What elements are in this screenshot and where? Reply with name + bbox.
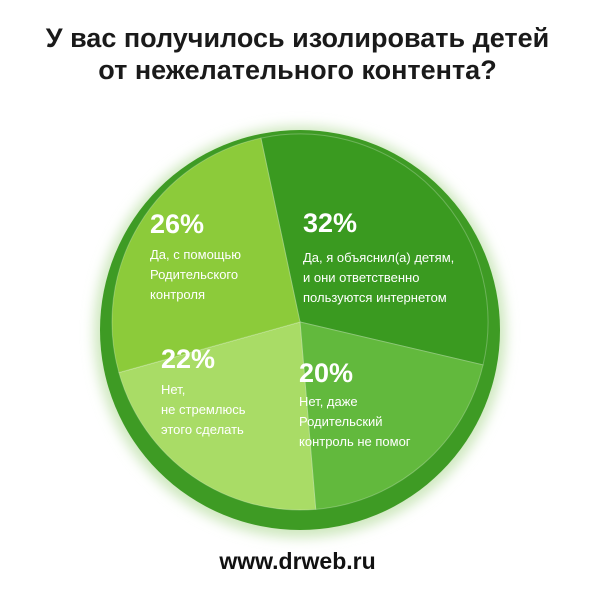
slice-percent-label: 22% (161, 344, 215, 374)
slice-description-line: Да, я объяснил(а) детям, (303, 250, 454, 265)
title-line-1: У вас получилось изолировать детей (45, 23, 550, 53)
pie-slice-22 (118, 321, 317, 511)
slice-percent-label: 26% (150, 209, 204, 239)
slice-description-line: Да, с помощью (150, 247, 241, 262)
slice-description-line: контроля (150, 287, 205, 302)
slice-description-line: и они ответственно (303, 270, 419, 285)
slice-description-line: не стремлюсь (161, 402, 246, 417)
slice-description-line: пользуются интернетом (303, 290, 447, 305)
title-line-2: от нежелательного контента? (98, 55, 497, 85)
slice-description-line: Нет, даже (299, 394, 358, 409)
slice-percent-label: 20% (299, 358, 353, 388)
pie-slice-20 (299, 321, 484, 510)
pie-slice-26 (111, 137, 301, 374)
slice-percent-label: 32% (303, 208, 357, 238)
slice-description-line: этого сделать (161, 422, 244, 437)
footer-url: www.drweb.ru (219, 548, 376, 574)
pie-slice-32 (260, 133, 489, 366)
slice-description-line: Родительского (150, 267, 238, 282)
slice-description-line: Родительский (299, 414, 383, 429)
slice-description-line: контроль не помог (299, 434, 411, 449)
chart-title: У вас получилось изолировать детей от не… (0, 22, 595, 86)
slice-description-line: Нет, (161, 382, 185, 397)
